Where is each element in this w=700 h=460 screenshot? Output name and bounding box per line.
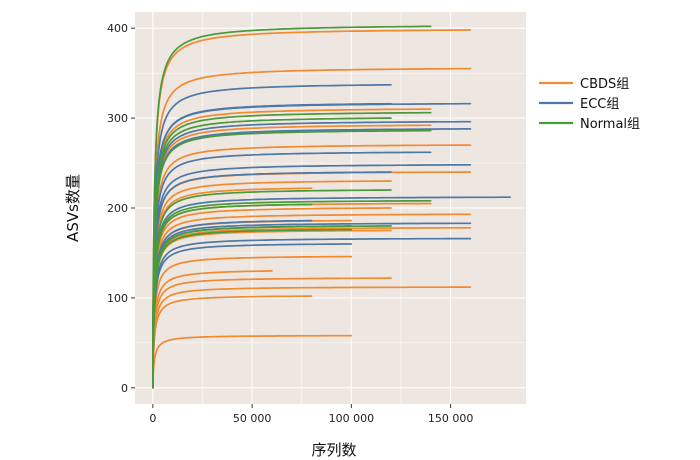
x-tick-label: 50 000 [233,412,272,425]
series-line [152,171,392,389]
x-axis-title: 序列数 [311,441,356,459]
series-line [152,286,472,389]
series-line [152,213,472,389]
series-line [152,25,432,389]
series-line [152,151,432,389]
series-line [152,334,353,389]
series-line [152,102,472,389]
legend-label: ECC组 [580,97,619,112]
series-line [152,144,472,389]
legend-label: CBDS组 [580,77,629,92]
series-line [152,67,472,389]
series-line [152,83,392,389]
series-line [152,129,432,389]
series-curves [152,25,511,389]
series-line [152,277,392,389]
series-line [152,228,353,389]
x-tick-label: 150 000 [428,412,474,425]
series-line [152,237,472,389]
y-tick-label: 0 [121,382,128,395]
x-tick-label: 0 [149,412,156,425]
x-tick-label: 100 000 [329,412,375,425]
series-line [152,203,313,389]
series-line [152,117,392,389]
axis-ticks: 0 50 000 100 000 150 000 0 100 200 300 400 [107,22,473,425]
legend: CBDS组 ECC组 Normal组 [539,77,640,132]
y-axis-title: ASVs数量 [64,174,82,242]
series-line [152,163,472,389]
series-line [152,255,353,389]
y-tick-label: 200 [107,202,128,215]
y-tick-label: 100 [107,292,128,305]
y-tick-label: 400 [107,22,128,35]
series-line [152,295,313,389]
y-tick-label: 300 [107,112,128,125]
series-line [152,189,392,389]
series-line [152,243,353,389]
legend-label: Normal组 [580,117,640,132]
